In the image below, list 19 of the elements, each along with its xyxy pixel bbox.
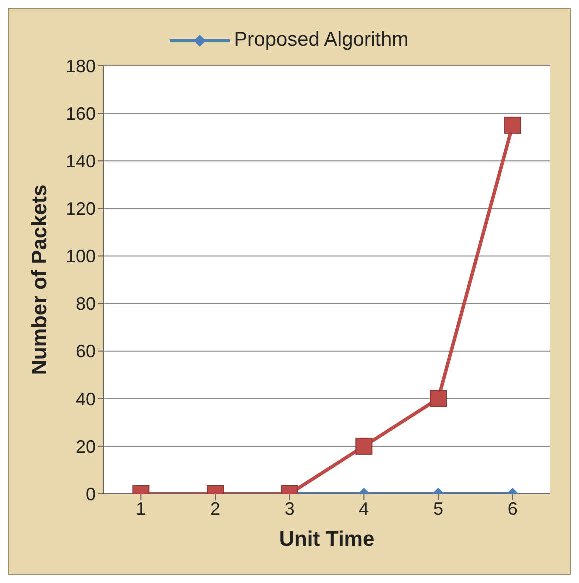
- y-tick-label: 100: [66, 246, 96, 267]
- y-tick-label: 60: [76, 342, 96, 362]
- legend-label: Proposed Algorithm: [234, 29, 409, 52]
- x-tick-label: 5: [433, 498, 444, 519]
- y-tick-label: 140: [66, 152, 96, 172]
- y-tick-label: 120: [66, 199, 96, 220]
- x-axis-title: Unit Time: [279, 528, 375, 551]
- x-tick-label: 6: [508, 498, 518, 519]
- y-tick-label: 180: [66, 56, 96, 76]
- y-tick-label: 0: [86, 484, 96, 504]
- y-axis-title: Number of Packets: [28, 184, 52, 376]
- y-tick-label: 80: [76, 294, 96, 314]
- x-tick-label: 4: [359, 498, 370, 519]
- y-tick-label: 40: [76, 389, 96, 410]
- y-tick-label: 160: [66, 104, 96, 124]
- x-tick-label: 3: [284, 498, 295, 519]
- x-tick-label: 1: [136, 498, 146, 519]
- y-tick-label: 20: [76, 436, 96, 457]
- x-tick-label: 2: [210, 498, 221, 519]
